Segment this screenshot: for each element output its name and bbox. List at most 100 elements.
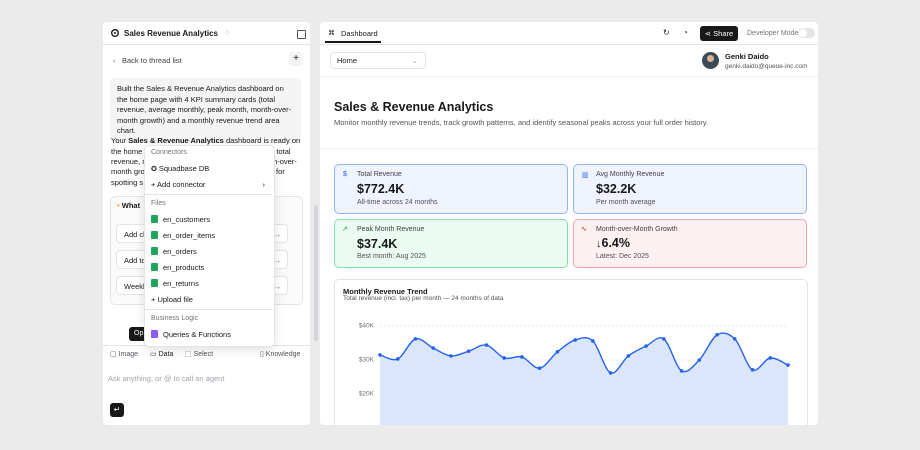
kpi-label: Avg Monthly Revenue xyxy=(596,171,665,178)
file-item[interactable]: en_orders xyxy=(151,247,197,256)
data-point xyxy=(732,337,737,341)
section-heading: Connectors xyxy=(151,149,187,156)
scrollbar[interactable] xyxy=(314,205,318,341)
bell-icon[interactable]: ♢ xyxy=(224,30,231,37)
chevron: ⌄ xyxy=(411,56,418,65)
file-item[interactable]: en_order_items xyxy=(151,231,215,240)
text: Data xyxy=(158,351,174,358)
dev-mode-toggle[interactable] xyxy=(798,28,815,38)
project-title[interactable]: Sales Revenue Analytics xyxy=(124,29,218,38)
avatar[interactable] xyxy=(702,52,719,69)
dashboard-title: Sales & Revenue Analytics xyxy=(334,100,494,114)
upload-file[interactable]: + Upload file xyxy=(151,295,193,304)
data-popup xyxy=(144,145,275,347)
file-item[interactable]: en_products xyxy=(151,263,204,272)
bold-text: Sales & Revenue Analytics xyxy=(128,136,224,145)
divider xyxy=(320,148,818,149)
assistant-line: Your Sales & Revenue Analytics dashboard… xyxy=(111,136,300,145)
data-point xyxy=(484,343,489,347)
dev-mode-label: Developer Mode xyxy=(747,30,799,37)
text: en_products xyxy=(163,263,205,272)
send-button[interactable]: ↵ xyxy=(110,403,124,417)
data-point xyxy=(715,333,719,337)
kpi-note: Per month average xyxy=(596,199,656,206)
chart-subtitle: Total revenue (incl. tax) per month — 24… xyxy=(343,295,504,302)
toolbar-data[interactable]: ▭ Data xyxy=(150,351,174,358)
toolbar-knowledge[interactable]: ▯ Knowledge xyxy=(260,351,301,358)
text: Knowledge xyxy=(265,351,301,358)
kpi-value: $37.4K xyxy=(357,237,398,251)
section-heading: Business Logic xyxy=(151,315,199,322)
data-point xyxy=(591,339,595,343)
tab-underline xyxy=(325,41,381,43)
kpi-card: ▥ Avg Monthly Revenue $32.2K Per month a… xyxy=(573,164,807,214)
back-arrow[interactable]: ‹ xyxy=(113,56,116,65)
area-fill xyxy=(380,333,788,425)
text: Add ch xyxy=(124,230,148,239)
kpi-note: Best month: Aug 2025 xyxy=(357,253,426,260)
user-name: Genki Daido xyxy=(725,52,769,61)
text: + Add connector xyxy=(151,180,206,189)
refresh-icon[interactable]: ↻ xyxy=(663,28,670,37)
kpi-label: Peak Month Revenue xyxy=(357,226,425,233)
file-item[interactable]: en_returns xyxy=(151,279,199,288)
logic-item[interactable]: Queries & Functions xyxy=(151,330,231,339)
share-button[interactable]: ⋖ Share xyxy=(700,26,738,41)
page-select[interactable]: Home ⌄ xyxy=(330,52,426,69)
assistant-fragment: th-over- xyxy=(271,157,297,166)
file-item[interactable]: en_customers xyxy=(151,215,210,224)
sidebar-toggle[interactable] xyxy=(297,30,306,39)
kpi-icon: $ xyxy=(343,171,347,178)
kpi-value: 6.4% xyxy=(601,236,631,250)
back-link[interactable]: Back to thread list xyxy=(122,56,182,65)
data-point xyxy=(626,354,631,358)
data-point xyxy=(520,355,524,359)
project-icon xyxy=(111,29,119,37)
data-point xyxy=(502,356,506,360)
section-heading: Files xyxy=(151,200,166,207)
text: Squadbase DB xyxy=(158,164,210,173)
divider xyxy=(103,44,310,45)
input-placeholder[interactable]: Ask anything, or @ to call an agent xyxy=(108,374,225,383)
assistant-fragment: ng total xyxy=(266,147,291,156)
divider xyxy=(145,194,272,195)
text: en_order_items xyxy=(163,231,216,240)
arrow: → xyxy=(273,230,282,239)
kpi-label: Month-over-Month Growth xyxy=(596,226,678,233)
chart-title: Monthly Revenue Trend xyxy=(343,287,428,296)
divider xyxy=(320,76,818,77)
file-icon xyxy=(151,279,158,287)
grid-icon xyxy=(151,330,158,338)
data-point xyxy=(537,366,542,370)
arrow: → xyxy=(273,282,282,291)
user-email: genki.daido@queue-inc.com xyxy=(725,63,808,70)
data-point xyxy=(413,337,418,341)
chevron: › xyxy=(262,180,266,189)
add-connector[interactable]: + Add connector › xyxy=(151,180,267,189)
kpi-value: $32.2K xyxy=(596,182,637,196)
data-point xyxy=(608,371,613,375)
connector-item[interactable]: ✪ Squadbase DB xyxy=(151,164,209,173)
toolbar-select[interactable]: ⬚ Select xyxy=(185,351,214,358)
kpi-label: Total Revenue xyxy=(357,171,402,178)
dashboard-tab[interactable]: Dashboard xyxy=(341,29,378,38)
dashboard-subtitle: Monitor monthly revenue trends, track gr… xyxy=(334,118,709,127)
text: What xyxy=(121,201,141,210)
arrow: → xyxy=(273,256,282,265)
divider xyxy=(145,309,272,310)
data-point xyxy=(555,350,560,354)
kpi-card: $ Total Revenue $772.4K All-time across … xyxy=(334,164,568,214)
kpi-icon: ↗ xyxy=(342,226,348,233)
file-icon xyxy=(151,231,158,239)
chevron[interactable]: ⌄ xyxy=(207,30,213,37)
history-icon[interactable]: ◔ xyxy=(683,28,688,37)
data-point xyxy=(466,349,471,353)
toolbar-image[interactable]: ▢ Image xyxy=(110,351,139,358)
kpi-card: ∿ Month-over-Month Growth ↓6.4% Latest: … xyxy=(573,219,807,268)
text: Weekl xyxy=(124,282,145,291)
new-thread-button[interactable]: + xyxy=(289,52,303,66)
file-icon xyxy=(151,263,158,271)
kpi-value-row: ↓6.4% xyxy=(596,236,630,250)
text: en_orders xyxy=(163,247,197,256)
